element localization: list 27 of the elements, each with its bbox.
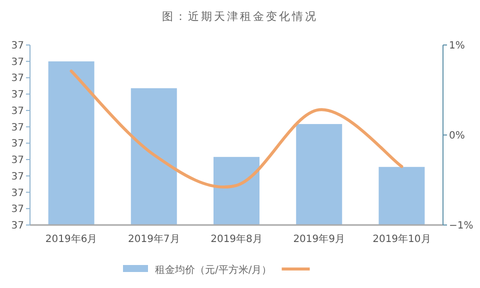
text: 37	[11, 40, 24, 52]
bar	[378, 166, 425, 225]
bar	[296, 124, 342, 225]
text: 37	[11, 73, 24, 84]
x-tick-label: 2019年9月	[293, 233, 346, 245]
text: 37	[11, 220, 24, 232]
text: 37	[11, 204, 24, 216]
x-tick-label: 2019年6月	[45, 233, 98, 245]
bar	[214, 156, 260, 225]
text: 37	[11, 171, 24, 182]
x-tick-label: 2019年7月	[128, 233, 180, 245]
x-tick-label: 2019年8月	[210, 233, 262, 245]
text: 37	[11, 188, 24, 199]
text: 37	[11, 106, 24, 117]
text: 37	[11, 122, 24, 134]
bar	[130, 88, 177, 225]
y2-tick-label: 1%	[449, 40, 465, 52]
y2-tick-label: −1%	[449, 220, 474, 232]
chart-title: 图：近期天津租金变化情况	[162, 10, 318, 23]
y2-tick-label: 0%	[449, 130, 465, 142]
text: 37	[11, 90, 24, 101]
x-tick-label: 2019年10月	[372, 233, 431, 245]
legend-label: 租金均价（元/平方米/月）	[155, 264, 272, 276]
text: 37	[11, 56, 24, 68]
text: 37	[11, 155, 24, 166]
bar	[48, 61, 94, 225]
text: 37	[11, 138, 24, 150]
